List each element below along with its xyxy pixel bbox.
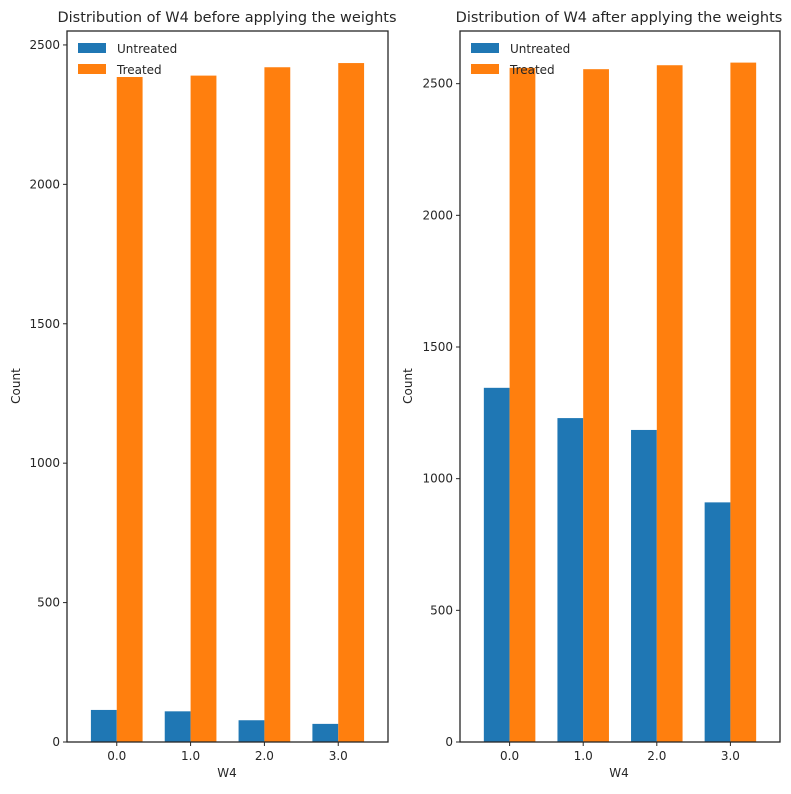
y-tick-label: 2500 [422,77,453,91]
legend-label-treated: Treated [116,63,162,77]
x-ticks: 0.0 1.0 2.0 3.0 [107,742,348,763]
y-tick-label: 1000 [29,456,60,470]
axes-frame [66,30,389,743]
x-ticks: 0.0 1.0 2.0 3.0 [500,742,740,763]
panel-after: Distribution of W4 after applying the we… [401,10,782,780]
y-ticks: 0 500 1000 1500 2000 2500 [422,77,460,749]
bar-treated-2 [264,67,291,742]
x-tick-label: 1.0 [181,749,200,763]
bar-untreated-3 [312,723,339,742]
bars-group [483,62,757,743]
bar-treated-0 [509,67,536,743]
bar-untreated-3 [704,502,731,742]
y-tick-label: 500 [430,603,453,617]
x-tick-label: 3.0 [329,749,348,763]
x-tick-label: 1.0 [574,749,593,763]
y-axis-label: Count [9,368,23,404]
y-tick-label: 0 [52,735,60,749]
chart-title: Distribution of W4 before applying the w… [57,10,396,26]
bar-treated-2 [656,65,683,743]
x-tick-label: 0.0 [500,749,519,763]
bar-treated-0 [116,77,143,742]
legend-swatch-untreated [78,43,106,53]
bar-untreated-1 [557,418,584,742]
axes-frame [459,30,781,743]
bar-untreated-1 [164,711,191,742]
legend-swatch-treated [78,64,106,74]
y-tick-label: 2000 [29,177,60,191]
bar-untreated-0 [483,387,510,742]
legend-swatch-treated [471,64,499,74]
bar-treated-1 [190,75,217,743]
legend: Untreated Treated [78,42,177,77]
y-tick-label: 0 [445,735,453,749]
y-tick-label: 500 [37,596,60,610]
y-tick-label: 2500 [29,38,60,52]
x-axis-label: W4 [217,766,237,780]
x-tick-label: 3.0 [721,749,740,763]
chart-title: Distribution of W4 after applying the we… [456,10,783,26]
bar-untreated-2 [631,429,657,742]
x-tick-label: 2.0 [255,749,274,763]
bar-treated-3 [338,63,365,743]
x-tick-label: 2.0 [647,749,666,763]
y-axis-label: Count [401,368,415,404]
legend-label-untreated: Untreated [117,42,177,56]
bar-treated-1 [583,69,609,743]
legend-swatch-untreated [471,43,499,53]
y-tick-label: 1500 [422,340,453,354]
bar-treated-3 [730,62,757,743]
bar-untreated-0 [90,709,117,742]
y-tick-label: 1000 [422,472,453,486]
bar-untreated-2 [238,720,265,742]
panel-before: Distribution of W4 before applying the w… [9,10,397,780]
x-axis-label: W4 [609,766,629,780]
legend-label-untreated: Untreated [510,42,570,56]
legend: Untreated Treated [471,42,570,77]
legend-label-treated: Treated [509,63,555,77]
y-tick-label: 1500 [29,317,60,331]
x-tick-label: 0.0 [107,749,126,763]
y-ticks: 0 500 1000 1500 2000 2500 [29,38,67,749]
y-tick-label: 2000 [422,208,453,222]
bars-group [90,63,365,743]
